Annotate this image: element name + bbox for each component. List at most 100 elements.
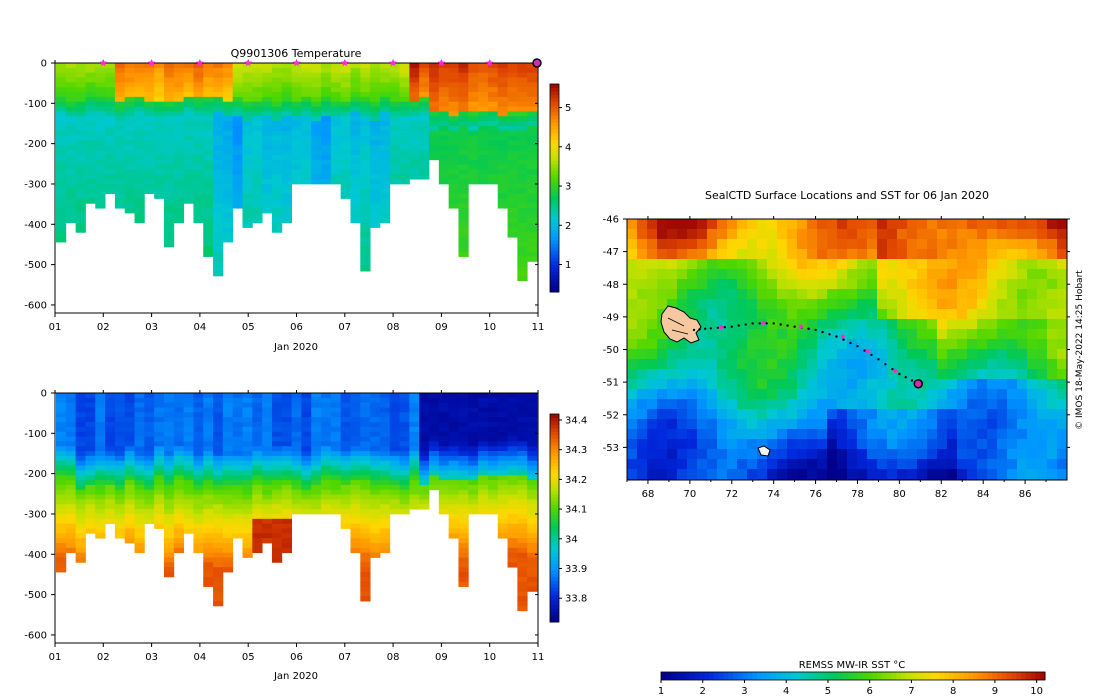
- section-cell: [527, 533, 538, 539]
- sst-colorbar-segment: [963, 672, 969, 680]
- section-cell: [281, 169, 292, 175]
- sst-cell: [807, 439, 818, 450]
- section-cell: [95, 67, 106, 74]
- section-cell: [350, 393, 361, 399]
- section-cell: [271, 72, 283, 78]
- section-cell: [144, 82, 155, 88]
- sst-cell: [657, 299, 668, 310]
- sst-cell: [737, 309, 748, 320]
- sst-cell: [1017, 429, 1028, 440]
- section-cell: [527, 489, 538, 496]
- section-cell: [75, 499, 86, 505]
- section-cell: [281, 63, 292, 69]
- sst-cell: [687, 279, 698, 290]
- section-cell: [183, 111, 194, 117]
- section-cell: [497, 533, 508, 539]
- sst-cell: [707, 469, 718, 480]
- section-cell: [399, 63, 410, 69]
- section-cell: [458, 232, 469, 238]
- section-cell: [144, 164, 155, 170]
- section-cell: [144, 412, 155, 418]
- section-cell: [350, 538, 361, 544]
- section-cell: [105, 179, 116, 185]
- section-cell: [85, 475, 96, 481]
- x-tick-label: 06: [290, 322, 303, 333]
- section-cell: [105, 513, 116, 520]
- section-cell: [271, 169, 283, 175]
- section-cell: [458, 242, 469, 248]
- sst-cell: [987, 259, 998, 270]
- section-cell: [56, 547, 67, 554]
- section-cell: [360, 116, 371, 122]
- section-cell: [517, 275, 528, 282]
- section-cell: [497, 422, 508, 428]
- section-cell: [379, 455, 391, 462]
- colorbar-segment: [550, 104, 559, 109]
- section-cell: [85, 154, 96, 161]
- sst-cell: [797, 259, 808, 270]
- section-cell: [65, 465, 77, 471]
- section-cell: [183, 198, 194, 204]
- sst-cell: [657, 389, 668, 400]
- section-cell: [507, 547, 518, 554]
- sst-cell: [1037, 399, 1048, 410]
- section-cell: [527, 125, 538, 132]
- section-cell: [370, 422, 381, 428]
- sst-cell: [737, 399, 748, 410]
- section-cell: [478, 426, 489, 433]
- sst-cell: [727, 239, 738, 250]
- section-cell: [85, 494, 96, 500]
- colorbar-segment: [550, 618, 559, 623]
- section-cell: [124, 489, 135, 496]
- sst-cell: [667, 249, 678, 260]
- section-cell: [203, 130, 214, 136]
- sst-cell: [737, 469, 748, 480]
- section-cell: [134, 217, 145, 224]
- sst-cell: [997, 409, 1008, 420]
- section-cell: [203, 116, 214, 122]
- section-cell: [203, 159, 214, 166]
- section-cell: [517, 475, 528, 481]
- section-cell: [213, 266, 224, 272]
- section-cell: [419, 470, 430, 476]
- colorbar-segment: [550, 87, 559, 92]
- section-cell: [242, 431, 253, 437]
- sst-cell: [787, 229, 798, 240]
- sst-cell: [997, 449, 1008, 460]
- section-cell: [330, 460, 342, 466]
- sst-cell: [987, 229, 998, 240]
- section-cell: [203, 125, 214, 132]
- sst-cell: [657, 409, 668, 420]
- sst-cell: [847, 439, 858, 450]
- sst-cell: [707, 379, 718, 390]
- section-cell: [252, 509, 263, 515]
- section-cell: [154, 77, 165, 83]
- colorbar-segment: [550, 511, 559, 516]
- section-cell: [173, 150, 185, 156]
- sst-cell: [997, 299, 1008, 310]
- section-cell: [291, 417, 302, 423]
- section-cell: [517, 455, 528, 462]
- section-cell: [399, 72, 410, 78]
- section-cell: [183, 397, 194, 404]
- section-cell: [360, 183, 371, 190]
- section-cell: [429, 412, 440, 418]
- x-tick-label: 03: [145, 322, 158, 333]
- sst-cell: [1037, 349, 1048, 360]
- sst-colorbar-segment: [809, 672, 816, 680]
- section-cell: [271, 547, 283, 554]
- sst-cell: [767, 369, 778, 380]
- section-cell: [105, 393, 116, 399]
- sst-cell: [717, 379, 728, 390]
- section-cell: [507, 198, 518, 204]
- sst-cell: [667, 409, 678, 420]
- section-cell: [124, 441, 135, 447]
- section-cell: [262, 106, 273, 112]
- section-cell: [311, 96, 322, 103]
- section-cell: [95, 470, 106, 476]
- section-cell: [144, 92, 155, 98]
- section-cell: [458, 576, 469, 583]
- section-cell: [527, 232, 538, 238]
- section-cell: [252, 543, 263, 549]
- section-cell: [65, 407, 77, 413]
